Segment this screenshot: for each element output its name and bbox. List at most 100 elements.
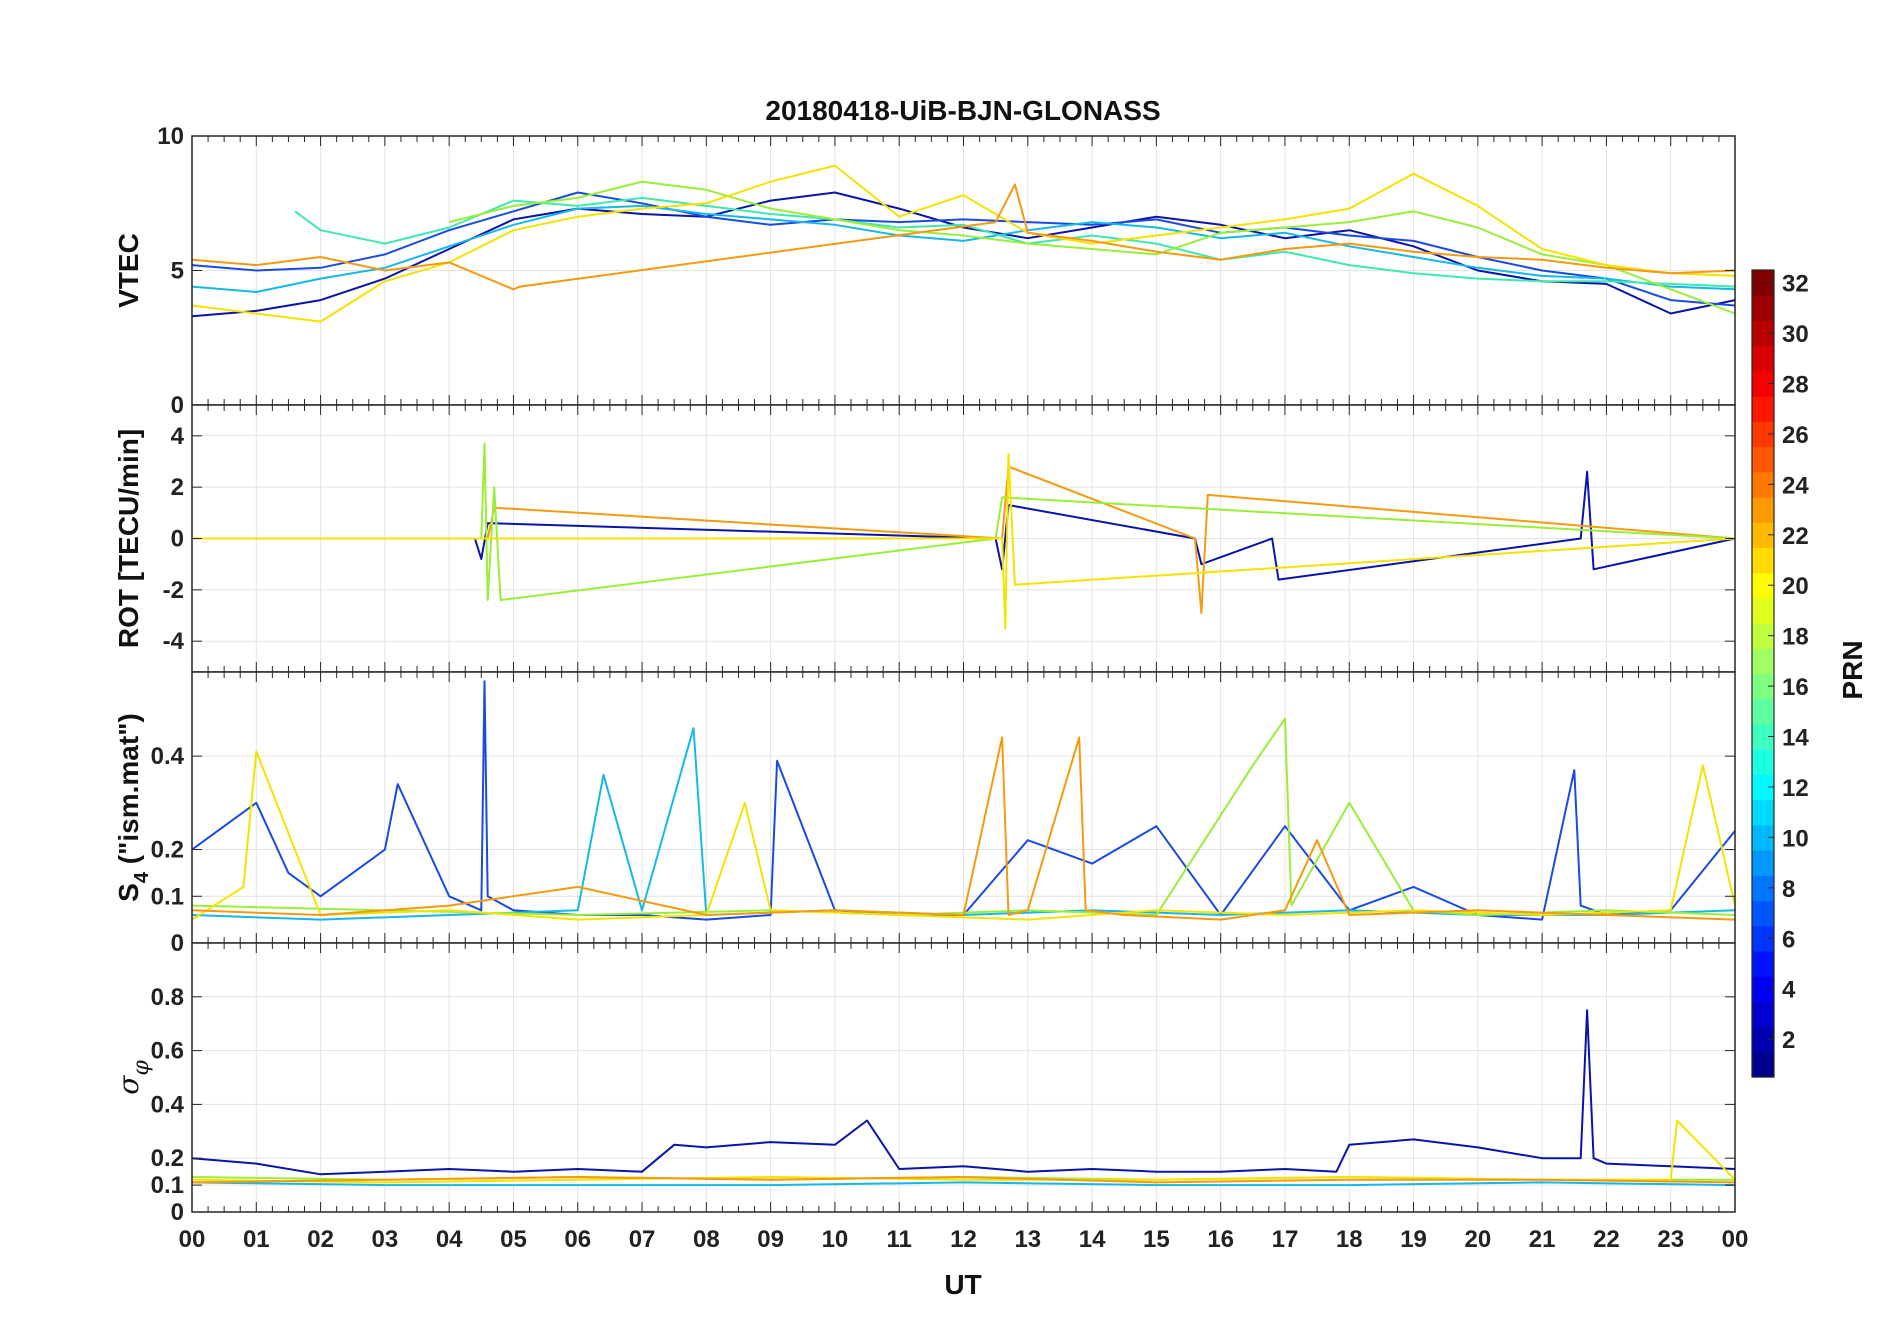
x-tick-label: 04 <box>436 1226 463 1253</box>
x-tick-label: 15 <box>1143 1226 1170 1253</box>
y-tick-label-sigma: 0.1 <box>151 1172 184 1199</box>
y-tick-label-s4: 0.4 <box>151 743 185 770</box>
x-tick-label: 00 <box>179 1226 206 1253</box>
series-group-rot <box>192 442 1736 630</box>
colorbar-tick-label: 8 <box>1782 876 1795 903</box>
colorbar-segment <box>1752 547 1774 574</box>
series-line-vtec-2 <box>191 204 1736 293</box>
colorbar-segment <box>1752 522 1774 549</box>
ticks-rot <box>191 405 1736 672</box>
x-tick-label: 01 <box>243 1226 270 1253</box>
series-group-sigma <box>191 1009 1736 1187</box>
x-tick-label: 03 <box>372 1226 399 1253</box>
x-tick-label: 07 <box>629 1226 656 1253</box>
y-axis-label-rot: ROT [TECU/min] <box>113 429 144 648</box>
colorbar-segment <box>1752 1051 1774 1078</box>
colorbar-segment <box>1752 749 1774 775</box>
series-line-vtec-6 <box>191 183 1736 291</box>
series-line-sigma-1 <box>191 1181 1736 1187</box>
colorbar-segment <box>1752 320 1774 347</box>
x-tick-label: 20 <box>1464 1226 1491 1253</box>
series-line-sigma-0 <box>191 1009 1736 1176</box>
colorbar-segment <box>1752 295 1774 322</box>
colorbar-tick-label: 6 <box>1782 926 1795 953</box>
colorbar-segment <box>1752 723 1774 750</box>
colorbar-segment <box>1752 648 1774 675</box>
colorbar-tick-label: 30 <box>1782 321 1809 348</box>
colorbar-segment <box>1752 799 1774 826</box>
y-tick-label-rot: 4 <box>171 423 185 450</box>
y-axis-label-s4-part: 4 <box>131 871 153 883</box>
y-tick-label-sigma: 0.2 <box>151 1145 184 1172</box>
y-tick-label-vtec: 0 <box>171 392 184 419</box>
colorbar-segment <box>1752 1001 1774 1028</box>
series-line-vtec-0 <box>191 191 1736 318</box>
colorbar-segment <box>1752 698 1774 725</box>
panel-sigma: 00.10.2 0.4 0.6 0.8 σφ <box>112 942 1736 1226</box>
series-group-vtec <box>191 164 1736 323</box>
y-tick-label-vtec: 5 <box>171 258 184 285</box>
y-tick-label-s4: 0.2 <box>151 837 184 864</box>
colorbar-tick-label: 22 <box>1782 523 1809 550</box>
y-axis-label-vtec: VTEC <box>113 233 144 308</box>
series-line-rot-2 <box>192 442 1736 602</box>
series-line-rot-3 <box>192 452 1736 630</box>
y-tick-label-vtec: 10 <box>157 123 184 150</box>
colorbar-tick-label: 32 <box>1782 271 1809 298</box>
colorbar-segment <box>1752 270 1774 296</box>
y-axis-label-s4-part: ("ism.mat") <box>113 713 144 872</box>
colorbar-segment <box>1752 446 1774 473</box>
x-tick-label: 09 <box>757 1226 784 1253</box>
series-line-vtec-3 <box>294 196 1736 288</box>
x-tick-label: 06 <box>564 1226 591 1253</box>
x-tick-label: 05 <box>500 1226 527 1253</box>
colorbar-tick-label: 10 <box>1782 825 1809 852</box>
x-tick-label: 10 <box>822 1226 849 1253</box>
colorbar-tick-label: 28 <box>1782 371 1809 398</box>
colorbar-segment <box>1752 396 1774 422</box>
y-tick-label-sigma: 0.4 <box>151 1091 185 1118</box>
colorbar-tick-label: 2 <box>1782 1027 1795 1054</box>
x-tick-label: 08 <box>693 1226 720 1253</box>
colorbar-segment <box>1752 623 1774 649</box>
x-tick-label: 12 <box>950 1226 977 1253</box>
x-tick-label: 19 <box>1400 1226 1427 1253</box>
y-axis-label-s4-part: S <box>113 883 144 902</box>
ticks-sigma <box>191 943 1736 1213</box>
colorbar-segment <box>1752 850 1774 876</box>
colorbar-segment <box>1752 597 1774 624</box>
colorbar-tick-label: 16 <box>1782 674 1809 701</box>
y-tick-label-s4: 0 <box>171 930 184 957</box>
colorbar-segment <box>1752 774 1774 801</box>
x-tick-label: 11 <box>887 1226 912 1253</box>
colorbar-tick-label: 14 <box>1782 725 1809 752</box>
colorbar-segment <box>1752 925 1774 952</box>
colorbar-tick-label: 26 <box>1782 422 1809 449</box>
colorbar-segment <box>1752 421 1774 448</box>
panel-vtec: 0 5 10 VTEC <box>113 123 1736 419</box>
colorbar-segment <box>1752 950 1774 977</box>
colorbar-segment <box>1752 976 1774 1002</box>
y-axis-label-s4: S4 ("ism.mat") <box>113 713 153 902</box>
ticks-vtec <box>191 135 1736 406</box>
x-tick-label: 17 <box>1272 1226 1299 1253</box>
series-line-s4-2 <box>191 717 1736 916</box>
series-group-s4 <box>191 680 1736 921</box>
colorbar-segment <box>1752 345 1774 372</box>
y-tick-label-s4: 0.1 <box>151 883 184 910</box>
colorbar-label: PRN <box>1837 640 1868 699</box>
chart-title: 20180418-UiB-BJN-GLONASS <box>765 95 1160 126</box>
colorbar-segment <box>1752 875 1774 902</box>
colorbar-tick-label: 20 <box>1782 573 1809 600</box>
colorbar-segment <box>1752 572 1774 599</box>
series-line-vtec-4 <box>448 180 1736 315</box>
colorbar-segment <box>1752 824 1774 851</box>
y-axis-label-sigma: σφ <box>112 1060 154 1095</box>
y-tick-label-rot: 0 <box>171 526 184 553</box>
colorbar-tick-label: 4 <box>1782 977 1796 1004</box>
x-tick-label: 00 <box>1722 1226 1749 1253</box>
colorbar-frame <box>1751 269 1775 1078</box>
